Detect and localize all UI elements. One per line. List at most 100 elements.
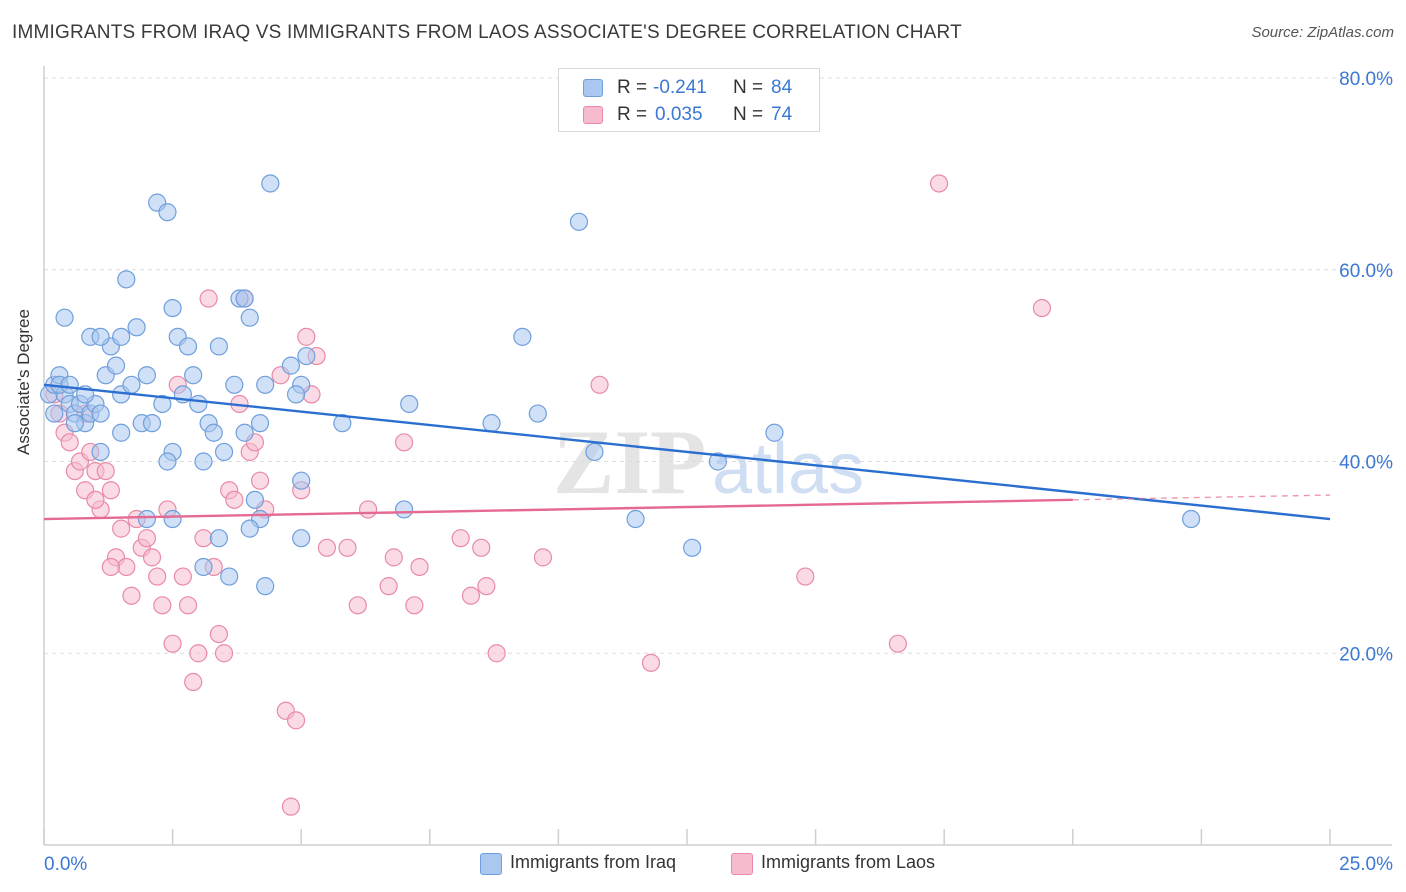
laos-point [96, 461, 115, 481]
laos-point [1032, 299, 1052, 318]
axes [43, 66, 1392, 846]
iraq-point [214, 442, 234, 462]
iraq-point [189, 394, 208, 414]
laos-point [461, 586, 481, 605]
iraq-point [240, 308, 259, 327]
iraq-point [225, 375, 244, 394]
correlation-legend: R = -0.241 N = 84 R = 0.035 N = 74 [558, 68, 820, 132]
iraq-point [281, 356, 301, 375]
iraq-point [292, 471, 311, 490]
laos-n-value: 74 [771, 104, 793, 125]
watermark: ZIP atlas [553, 411, 864, 513]
legend-row-iraq: R = -0.241 N = 84 [559, 73, 819, 101]
laos-point [358, 500, 378, 519]
laos-point [214, 644, 234, 663]
iraq-point [65, 414, 84, 433]
laos-point [451, 529, 470, 548]
iraq-point [137, 509, 156, 529]
iraq-point [209, 337, 228, 356]
iraq-r-value: -0.241 [653, 77, 707, 98]
series-iraq [40, 174, 1201, 596]
iraq-point [194, 557, 213, 577]
laos-point [281, 797, 301, 816]
x-tick-label-1: 25.0% [1339, 854, 1393, 875]
iraq-point [158, 203, 177, 222]
laos-point [533, 548, 553, 567]
iraq-point [91, 442, 110, 462]
iraq-point [245, 490, 265, 509]
legend-iraq-label: Immigrants from Iraq [510, 852, 677, 872]
legend-laos-label: Immigrants from Laos [761, 852, 936, 872]
iraq-trend-line-0 [43, 383, 1331, 521]
iraq-point [240, 519, 259, 538]
laos-point [405, 596, 424, 615]
iraq-n-label: N = [733, 77, 764, 98]
iraq-point [142, 414, 162, 433]
legend-iraq-swatch [480, 853, 502, 875]
iraq-point [112, 327, 131, 346]
y-tick-label-3: 80.0% [1339, 69, 1393, 90]
laos-point [101, 481, 120, 500]
laos-point [60, 433, 79, 452]
iraq-point [400, 394, 419, 414]
trend-lines [43, 383, 1331, 521]
y-tick-label-0: 20.0% [1339, 644, 1393, 665]
laos-trend-line-1 [43, 498, 1073, 521]
legend-row-laos: R = 0.035 N = 74 [559, 100, 819, 128]
iraq-point [194, 452, 213, 471]
iraq-point [394, 500, 414, 519]
laos-point [472, 538, 491, 557]
x-tick-label-0: 0.0% [44, 854, 87, 875]
laos-point [888, 634, 908, 653]
iraq-point [286, 385, 306, 404]
laos-point [487, 644, 506, 663]
iraq-point [528, 404, 547, 423]
laos-point [199, 289, 218, 308]
laos-point [348, 596, 367, 615]
iraq-point [209, 529, 228, 548]
iraq-point [333, 414, 352, 433]
iraq-point [60, 375, 79, 394]
iraq-point [112, 423, 131, 442]
iraq-point [184, 366, 203, 385]
iraq-point [250, 414, 270, 433]
iraq-n-value: 84 [771, 77, 793, 98]
laos-point [142, 548, 162, 567]
iraq-point [235, 289, 254, 308]
laos-point [317, 538, 337, 557]
laos-point [209, 624, 228, 644]
laos-point [178, 596, 198, 615]
laos-point [590, 375, 609, 394]
laos-point [641, 653, 661, 672]
laos-point [173, 567, 192, 586]
iraq-point [765, 423, 784, 442]
iraq-point [127, 318, 146, 337]
laos-point [286, 711, 306, 730]
laos-r-value: 0.035 [655, 104, 703, 125]
laos-point [122, 586, 141, 605]
laos-point [338, 538, 357, 557]
iraq-point [153, 394, 172, 414]
iraq-point [117, 270, 136, 289]
source-label: Source: ZipAtlas.com [1251, 24, 1394, 41]
iraq-point [235, 423, 254, 442]
laos-point [117, 557, 136, 577]
iraq-point [256, 375, 275, 394]
grid-lines [44, 77, 1392, 654]
iraq-point [292, 529, 311, 548]
iraq-point [482, 414, 501, 433]
iraq-point [137, 366, 156, 385]
legend-laos-swatch [731, 853, 753, 875]
series-laos [45, 174, 1052, 816]
laos-point [86, 490, 105, 509]
laos-point [477, 577, 496, 596]
laos-n-label: N = [733, 104, 764, 125]
laos-point [250, 471, 270, 490]
iraq-point [122, 375, 141, 394]
laos-point [137, 529, 156, 548]
iraq-point [626, 509, 645, 529]
chart-title: IMMIGRANTS FROM IRAQ VS IMMIGRANTS FROM … [12, 22, 962, 43]
iraq-point [261, 174, 280, 193]
iraq-point [683, 538, 702, 557]
